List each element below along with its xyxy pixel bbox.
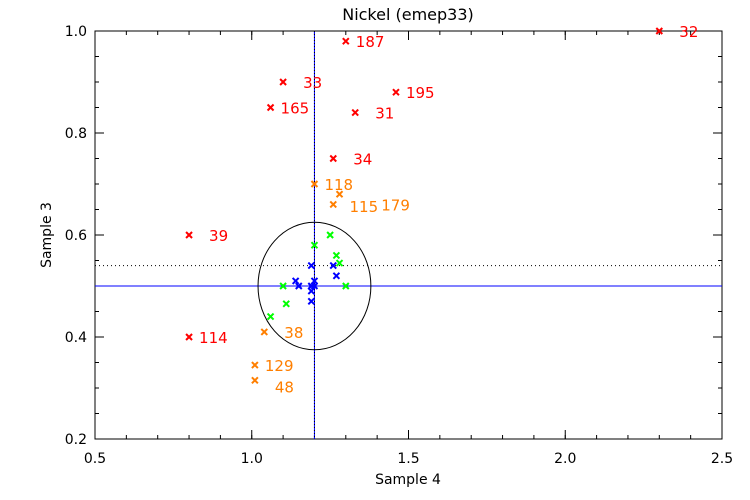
y-tick-label: 0.8 [65,126,87,142]
data-point-label: 165 [281,100,310,118]
y-tick-label: 0.2 [65,432,87,448]
data-point-orange [251,376,259,385]
data-point-label: 48 [275,378,294,396]
data-point-red [351,108,359,117]
x-tick-label: 1.5 [397,451,419,467]
data-point-orange [310,180,319,188]
data-point-label: 118 [324,176,353,194]
data-point-blue [291,277,300,285]
y-tick-label: 0.6 [65,228,87,244]
data-point-label: 31 [375,105,394,123]
y-axis-label: Sample 3 [39,202,55,268]
data-point-green [282,300,290,308]
data-point-green [335,259,344,267]
data-point-green [326,231,334,239]
data-point-label: 187 [356,33,385,51]
data-point-orange [260,328,268,336]
data-point-orange [335,190,344,198]
data-point-blue [295,282,303,290]
data-point-red [655,27,664,35]
x-axis-label: Sample 4 [375,472,441,488]
data-point-orange [251,361,259,369]
data-point-red [266,103,275,112]
data-point-green [266,312,275,321]
data-point-green [332,251,341,260]
x-tick-label: 1.0 [241,451,263,467]
data-point-label: 179 [381,196,410,214]
data-point-green [342,282,350,290]
data-point-blue [310,282,319,290]
data-point-label: 115 [350,198,379,216]
data-point-green [310,241,319,249]
x-tick-label: 2.5 [711,451,733,467]
data-point-label: 32 [679,23,698,41]
y-tick-label: 1.0 [65,24,87,40]
data-point-label: 195 [406,84,435,102]
y-tick-label: 0.4 [65,330,87,346]
data-point-blue [307,261,316,270]
data-point-label: 114 [199,329,228,347]
data-point-green [279,282,287,290]
data-point-blue [329,261,337,270]
chart-title: Nickel (emep33) [342,5,474,24]
data-point-label: 39 [209,227,228,245]
data-point-orange [329,200,337,209]
data-point-label: 34 [353,151,372,169]
data-point-red [279,78,287,86]
data-point-blue [332,272,341,280]
data-point-label: 33 [303,74,322,92]
x-tick-label: 0.5 [84,451,106,467]
confidence-ellipse [257,221,372,351]
data-point-red [329,154,337,163]
data-point-red [185,231,193,239]
data-point-red [392,88,400,96]
data-point-red [185,333,193,341]
data-point-label: 129 [265,357,294,375]
data-point-red [342,37,350,45]
x-tick-label: 2.0 [554,451,576,467]
data-point-blue [307,287,316,295]
data-point-label: 38 [284,324,303,342]
data-point-blue [307,297,316,306]
